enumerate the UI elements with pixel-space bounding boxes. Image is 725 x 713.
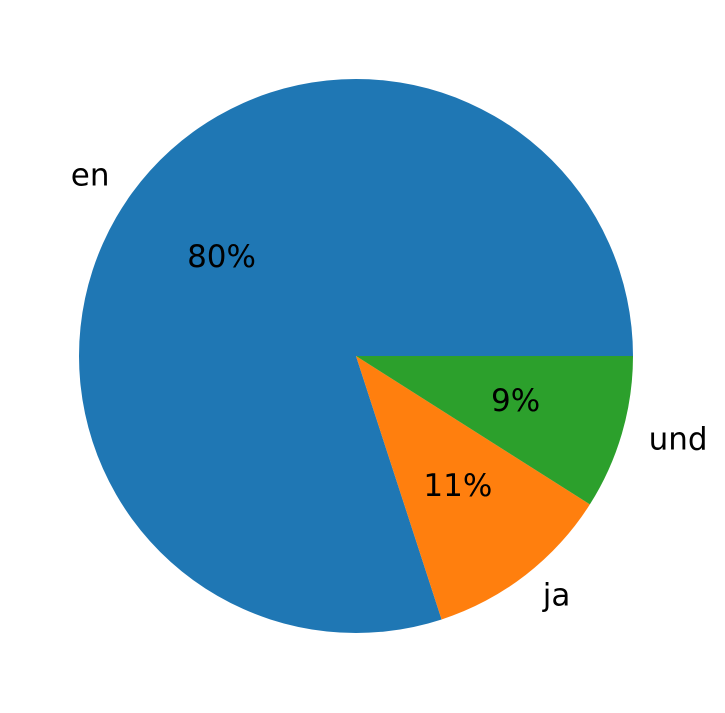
pie-wedge bbox=[78, 78, 633, 634]
category-label: und bbox=[649, 422, 708, 458]
pie-wedge bbox=[356, 356, 633, 505]
percent-label: 9% bbox=[491, 383, 540, 419]
percent-label: 11% bbox=[423, 468, 492, 504]
pie-wedge bbox=[356, 356, 590, 620]
category-label: en bbox=[71, 157, 110, 193]
percent-label: 80% bbox=[187, 239, 256, 275]
category-label: ja bbox=[542, 577, 571, 613]
